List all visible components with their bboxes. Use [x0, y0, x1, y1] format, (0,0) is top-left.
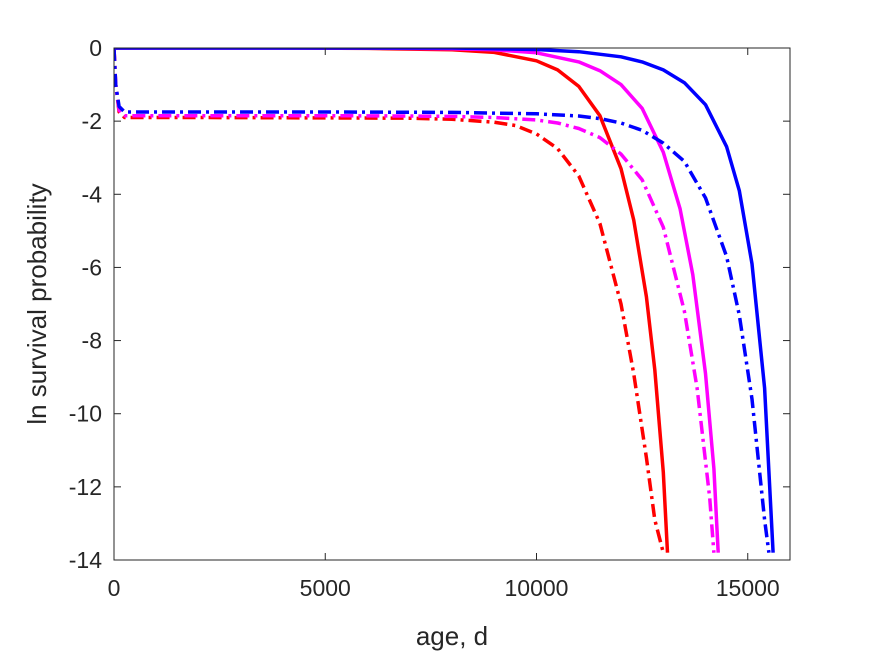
x-axis: 0 5000 10000 15000 [108, 48, 780, 601]
y-tick-label: -6 [82, 254, 102, 280]
x-tick-label: 0 [108, 575, 121, 601]
y-tick-label: -14 [69, 547, 102, 573]
plot-area-frame [113, 47, 791, 561]
series-line-2 [114, 48, 720, 553]
x-tick-label: 10000 [505, 575, 569, 601]
series-line-6 [114, 48, 771, 553]
x-tick-label: 15000 [716, 575, 780, 601]
y-axis: 0 -2 -4 -6 -8 -10 -12 -14 [69, 35, 790, 573]
x-axis-label: age, d [416, 621, 488, 651]
series-layer [114, 48, 775, 554]
series-line-5 [114, 48, 716, 553]
y-axis-label: ln survival probability [22, 183, 52, 424]
x-tick-label: 5000 [300, 575, 351, 601]
y-tick-label: -2 [82, 108, 102, 134]
y-tick-label: -10 [69, 401, 102, 427]
y-tick-label: 0 [89, 35, 102, 61]
y-tick-label: -4 [82, 181, 103, 207]
series-line-3 [114, 48, 775, 553]
y-tick-label: -12 [69, 474, 102, 500]
y-tick-label: -8 [82, 328, 102, 354]
series-line-4 [114, 48, 665, 554]
